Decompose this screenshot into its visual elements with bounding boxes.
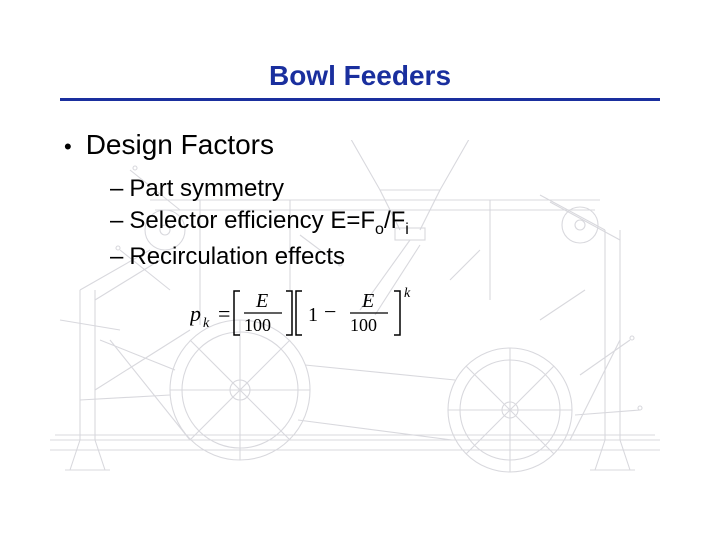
svg-text:k: k xyxy=(404,286,411,301)
svg-text:100: 100 xyxy=(244,315,271,335)
svg-text:E: E xyxy=(361,290,374,312)
sub-bullet-1-text: Part symmetry xyxy=(129,175,284,203)
svg-text:−: − xyxy=(324,299,336,324)
sub-bullet-3-text: Recirculation effects xyxy=(129,243,345,271)
svg-text:1: 1 xyxy=(308,304,318,326)
equation: p k = E 100 1 − E 100 xyxy=(190,283,660,348)
svg-text:E: E xyxy=(255,290,268,312)
svg-text:k: k xyxy=(203,316,210,331)
main-bullet: • Design Factors xyxy=(64,129,660,161)
bullet-dot-icon: • xyxy=(64,136,72,158)
sub-bullet-list: – Part symmetry – Selector efficiency E=… xyxy=(110,175,660,271)
sub-bullet-3: – Recirculation effects xyxy=(110,243,660,271)
sub-bullet-2-text: Selector efficiency E=Fo/Fi xyxy=(129,207,408,239)
svg-text:p: p xyxy=(190,301,201,326)
svg-text:=: = xyxy=(218,301,230,326)
title-underline xyxy=(60,98,660,101)
dash-icon: – xyxy=(110,243,123,271)
main-bullet-text: Design Factors xyxy=(86,129,274,161)
dash-icon: – xyxy=(110,175,123,203)
svg-text:100: 100 xyxy=(350,315,377,335)
slide-title: Bowl Feeders xyxy=(60,60,660,92)
sub-bullet-2: – Selector efficiency E=Fo/Fi xyxy=(110,207,660,239)
dash-icon: – xyxy=(110,207,123,235)
sub-bullet-1: – Part symmetry xyxy=(110,175,660,203)
